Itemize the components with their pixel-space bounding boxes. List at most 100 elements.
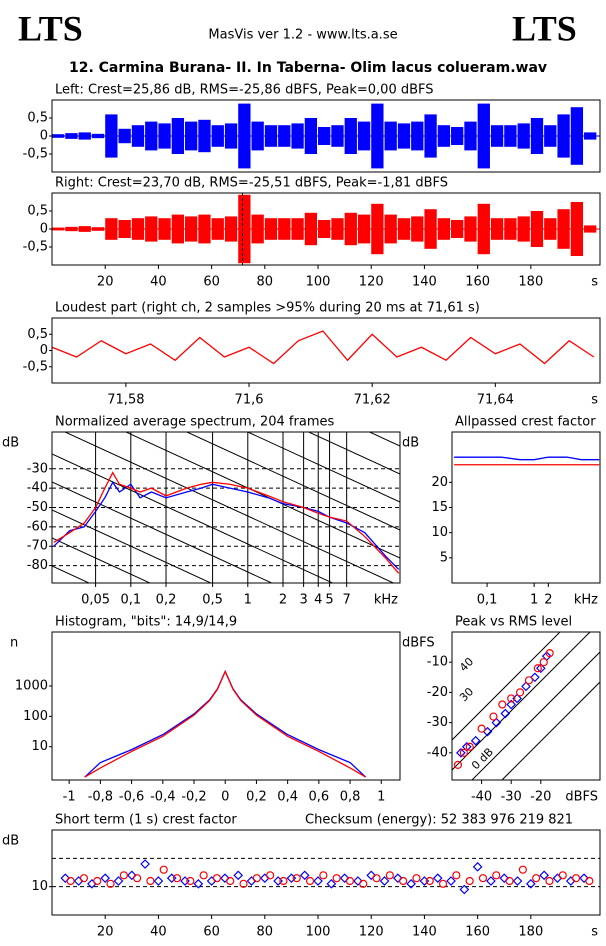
x-tick-label: 0,2: [246, 790, 267, 805]
y-tick-label: -60: [27, 519, 48, 534]
point: [425, 876, 434, 886]
y-tick-label: -50: [27, 500, 48, 515]
point: [579, 873, 589, 884]
point: [199, 871, 208, 880]
diagonal: [52, 481, 273, 583]
y-tick-label: 10: [31, 879, 48, 894]
y-tick-label: -10: [427, 655, 448, 670]
diagonal: [52, 453, 334, 583]
point: [226, 876, 235, 886]
x-tick-label: 120: [359, 925, 384, 940]
x-tick-label: -0,2: [181, 790, 206, 805]
plot-frame: [51, 829, 601, 916]
series-line: [454, 456, 600, 461]
y-tick-label: 0: [40, 129, 48, 144]
panel-title: Peak vs RMS level: [455, 615, 572, 630]
annotation: 40: [457, 655, 476, 674]
y-tick-label: 100: [23, 709, 48, 724]
y-unit: dBFS: [402, 636, 435, 651]
x-tick-label: 0: [221, 790, 229, 805]
x-tick-label: -1: [63, 790, 76, 805]
x-tick-label: 3: [299, 593, 307, 608]
point: [530, 672, 540, 683]
x-tick-label: 140: [412, 925, 437, 940]
point: [465, 876, 474, 886]
point: [459, 884, 470, 895]
diagonal: [501, 681, 600, 780]
y-tick-label: -0,5: [23, 240, 48, 255]
panel-title: Loudest part (right ch, 2 samples >95% d…: [55, 301, 480, 316]
annotation: 30: [457, 685, 476, 704]
plot-area: [52, 103, 597, 169]
point: [518, 865, 527, 874]
y-tick-label: 0,5: [27, 327, 48, 342]
x-tick-label: -0,4: [150, 790, 175, 805]
point: [385, 871, 394, 880]
y-unit: n: [10, 636, 18, 651]
point: [539, 658, 548, 667]
plot-frame: [51, 192, 601, 266]
point: [515, 688, 525, 697]
x-unit: s: [591, 925, 598, 940]
point: [506, 699, 517, 710]
point: [505, 876, 514, 886]
plot-frame: [51, 631, 401, 781]
point: [571, 874, 581, 883]
point: [558, 871, 567, 880]
plot-area: [52, 857, 600, 895]
x-tick-label: 140: [412, 275, 437, 290]
point: [545, 649, 554, 658]
y-tick-label: -70: [27, 539, 48, 554]
plot-area: [452, 632, 600, 780]
x-tick-label: 71,6: [235, 393, 264, 408]
point: [153, 876, 164, 886]
panel-title: Short term (1 s) crest factor: [55, 813, 237, 828]
point: [366, 870, 377, 881]
y-tick-label: -40: [27, 481, 48, 496]
y-tick-label: -80: [27, 558, 48, 573]
x-tick-label: 160: [465, 925, 490, 940]
point: [292, 874, 301, 883]
point: [159, 865, 168, 874]
point: [266, 871, 275, 880]
point: [432, 873, 443, 884]
point: [66, 876, 75, 886]
y-tick-label: -0,5: [23, 359, 48, 374]
x-unit: dBFS: [565, 790, 598, 805]
point: [319, 871, 328, 880]
point: [305, 876, 315, 886]
point: [459, 748, 468, 757]
point: [498, 700, 507, 709]
point: [193, 878, 204, 889]
x-tick-label: 0,1: [477, 593, 498, 608]
point: [140, 859, 150, 869]
point: [539, 870, 549, 881]
point: [500, 708, 511, 719]
point: [326, 878, 337, 889]
point: [233, 870, 244, 881]
point: [359, 879, 368, 888]
diagonal: [52, 509, 212, 583]
checksum: Checksum (energy): 52 383 976 219 821: [305, 813, 573, 828]
x-tick-label: 1: [377, 790, 385, 805]
y-tick-label: 10: [31, 739, 48, 754]
point: [186, 876, 195, 886]
x-tick-label: 0,4: [277, 790, 298, 805]
x-tick-label: 71,64: [477, 393, 514, 408]
point: [252, 874, 261, 883]
point: [273, 876, 283, 886]
point: [332, 874, 341, 883]
diagonal: [471, 651, 600, 780]
series-line: [84, 669, 367, 778]
point: [456, 747, 466, 758]
point: [299, 870, 310, 881]
y-tick-label: 0,5: [27, 204, 48, 219]
series-line: [52, 330, 595, 365]
point: [166, 873, 177, 884]
point: [486, 876, 496, 886]
x-tick-label: 60: [203, 275, 220, 290]
panel-title: Allpassed crest factor: [455, 415, 596, 430]
point: [106, 879, 115, 888]
plot-area: [84, 669, 367, 778]
point: [146, 876, 155, 886]
